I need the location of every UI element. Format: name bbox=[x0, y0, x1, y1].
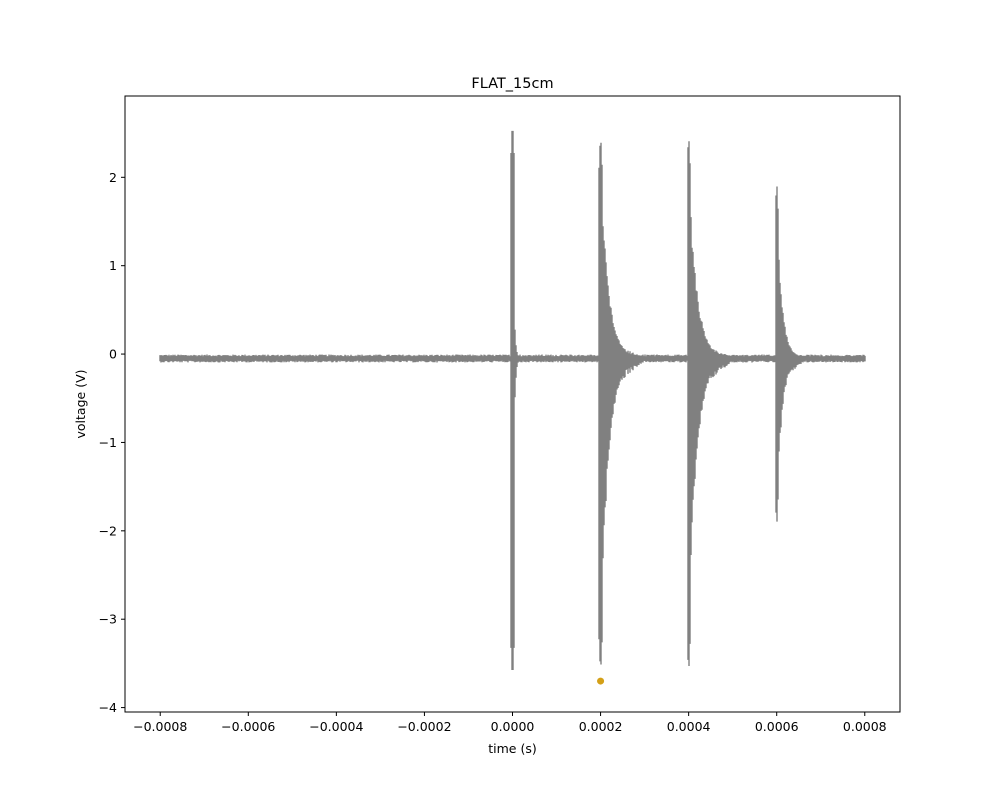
x-tick-label: −0.0008 bbox=[133, 719, 187, 734]
x-tick-label: 0.0006 bbox=[755, 719, 799, 734]
y-tick-label: 1 bbox=[109, 258, 117, 273]
voltage-series-line bbox=[159, 130, 866, 670]
x-axis-label: time (s) bbox=[488, 741, 536, 756]
y-tick-label: 2 bbox=[109, 170, 117, 185]
y-axis: −4 −3 −2 −1 0 1 2 bbox=[99, 170, 125, 715]
x-tick-label: −0.0004 bbox=[309, 719, 363, 734]
y-tick-label: −2 bbox=[99, 523, 117, 538]
y-axis-label: voltage (V) bbox=[73, 370, 88, 439]
chart-title: FLAT_15cm bbox=[471, 76, 553, 92]
x-tick-label: −0.0006 bbox=[221, 719, 275, 734]
x-tick-label: 0.0002 bbox=[579, 719, 623, 734]
y-tick-label: 0 bbox=[109, 347, 117, 362]
y-tick-label: −1 bbox=[99, 435, 117, 450]
y-tick-label: −4 bbox=[99, 700, 117, 715]
x-tick-label: −0.0002 bbox=[397, 719, 451, 734]
x-tick-label: 0.0004 bbox=[667, 719, 711, 734]
x-tick-label: 0.0000 bbox=[491, 719, 535, 734]
y-tick-label: −3 bbox=[99, 612, 117, 627]
minimum-marker-point bbox=[597, 677, 605, 685]
x-axis: −0.0008 −0.0006 −0.0004 −0.0002 0.0000 0.0002… bbox=[133, 712, 887, 734]
x-tick-label: 0.0008 bbox=[843, 719, 887, 734]
